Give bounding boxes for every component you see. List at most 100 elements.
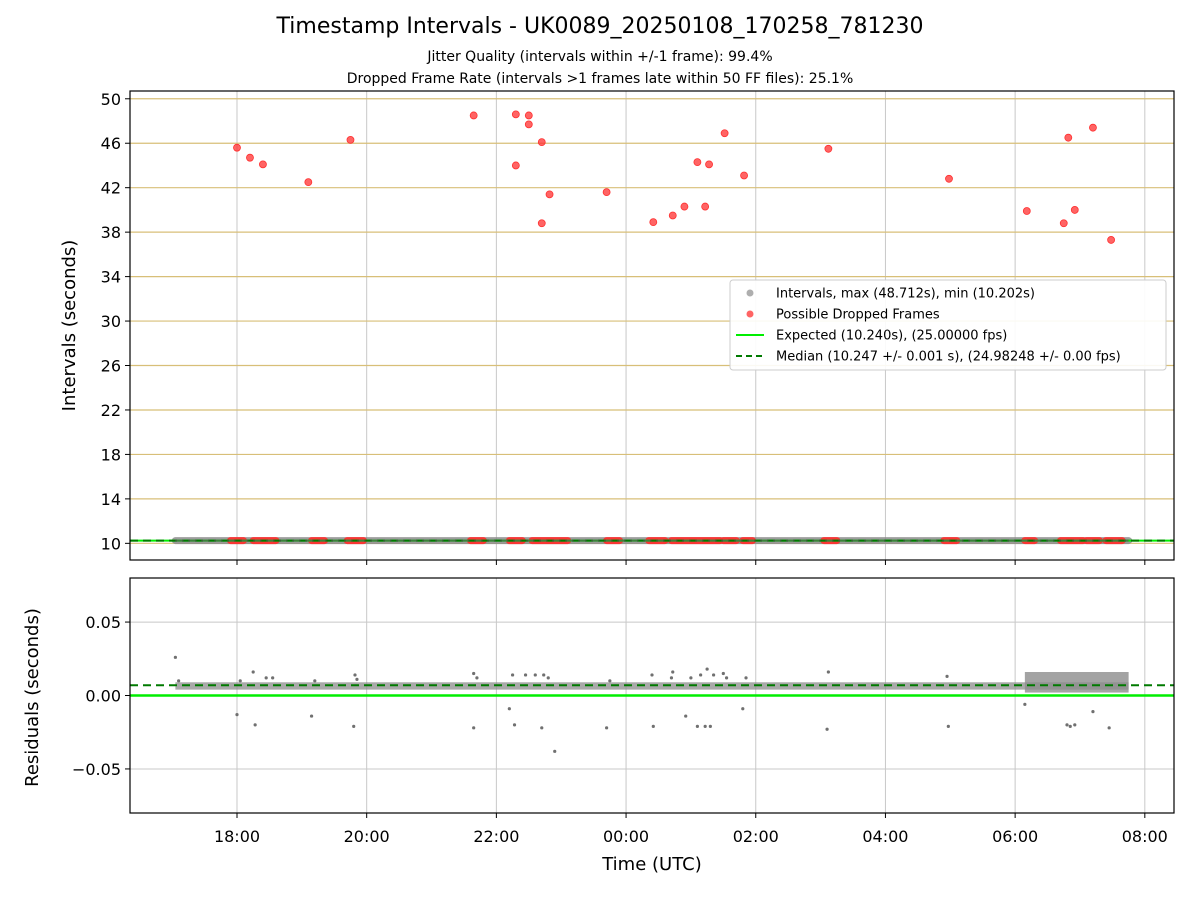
bottom-xtick-label: 02:00: [733, 827, 779, 846]
top-ytick-label: 18: [101, 445, 121, 464]
dropped-frame-point: [233, 143, 241, 152]
residual-point: [945, 674, 949, 679]
dropped-frame-point: [1089, 123, 1097, 132]
residual-point: [235, 712, 239, 717]
dropped-frame-point: [602, 188, 611, 197]
residual-point: [721, 671, 725, 676]
residual-point: [264, 676, 268, 680]
dropped-frame-point: [701, 202, 710, 211]
residual-point: [1091, 710, 1095, 714]
residual-point: [546, 676, 550, 680]
dropped-frame-rate-subtitle: Dropped Frame Rate (intervals >1 frames …: [346, 71, 854, 87]
residual-point: [669, 676, 674, 680]
bottom-xtick-label: 20:00: [344, 827, 390, 846]
dropped-frame-point: [680, 202, 689, 211]
dropped-frame-point: [649, 218, 658, 227]
dropped-frame-point: [511, 110, 520, 119]
bottom-xtick-label: 08:00: [1122, 827, 1168, 846]
bottom-ytick-label: −0.05: [72, 760, 121, 779]
residual-point: [712, 673, 716, 677]
residuals-panel: 18:00 20:00 22:00 00:00 02:00 04:00 06:00 08:00…: [22, 577, 1175, 875]
dropped-frame-point: [524, 111, 533, 120]
dropped-frame-point: [524, 120, 533, 129]
bottom-xtick-label: 04:00: [862, 827, 908, 846]
residual-point: [946, 724, 950, 728]
top-ytick-label: 50: [101, 90, 121, 109]
chart-title: Timestamp Intervals - UK0089_20250108_17…: [276, 14, 924, 39]
residual-point: [825, 727, 829, 731]
dropped-frame-point: [720, 129, 729, 138]
bottom-xtick-label: 00:00: [603, 827, 649, 846]
legend-entry-label: Expected (10.240s), (25.00000 fps): [776, 329, 1007, 344]
dropped-frame-point: [824, 144, 833, 153]
dropped-frame-point: [1070, 206, 1079, 214]
legend: Intervals, max (48.712s), min (10.202s) P…: [729, 279, 1167, 371]
residual-point: [353, 673, 357, 677]
legend-dropped-marker: [746, 310, 754, 318]
residual-point: [238, 679, 242, 683]
legend-box: [729, 279, 1167, 371]
dropped-frame-point: [346, 136, 355, 144]
residual-point: [352, 724, 356, 728]
dropped-frame-point: [945, 174, 953, 183]
residual-point: [671, 670, 675, 674]
residual-point: [540, 726, 544, 730]
residual-point: [650, 673, 654, 677]
residual-point: [741, 707, 745, 711]
top-ytick-label: 42: [101, 179, 121, 198]
residual-point: [1065, 723, 1069, 727]
dropped-frame-point: [1022, 207, 1031, 215]
residual-point: [553, 749, 557, 753]
dropped-frame-point: [1059, 219, 1068, 228]
residual-point: [355, 677, 359, 681]
residual-point: [309, 714, 314, 718]
residual-point: [708, 724, 712, 728]
bottom-y-axis-label: Residuals (seconds): [22, 608, 43, 787]
dropped-frame-point: [246, 153, 254, 162]
legend-entry-label: Intervals, max (48.712s), min (10.202s): [776, 287, 1035, 302]
dropped-frame-point: [740, 171, 748, 180]
bottom-xtick-label: 22:00: [473, 827, 519, 846]
dropped-frame-point: [705, 160, 713, 169]
residual-point: [512, 723, 517, 727]
top-ytick-label: 10: [101, 534, 121, 553]
residual-point: [472, 726, 476, 730]
dropped-frame-point: [259, 160, 267, 169]
residual-point: [1023, 702, 1027, 706]
residual-point: [173, 655, 177, 659]
residual-point: [695, 724, 699, 728]
bottom-xtick-label: 18:00: [214, 827, 260, 846]
residual-point: [703, 724, 707, 728]
top-plot-frame: [129, 90, 1175, 561]
dropped-frame-point: [668, 211, 677, 220]
top-ytick-label: 26: [101, 357, 121, 376]
legend-intervals-marker: [746, 289, 754, 297]
residual-point: [684, 714, 688, 718]
residual-dense-band: [1024, 672, 1129, 693]
top-ytick-label: 34: [101, 268, 121, 287]
residual-point: [689, 676, 693, 680]
residual-point: [826, 670, 830, 674]
top-ytick-label: 14: [101, 490, 121, 509]
residual-point: [313, 679, 317, 683]
top-ytick-label: 46: [101, 134, 121, 153]
bottom-xtick-label: 06:00: [992, 827, 1038, 846]
residual-point: [177, 679, 181, 683]
residual-point: [724, 676, 729, 680]
jitter-quality-subtitle: Jitter Quality (intervals within +/-1 fr…: [427, 49, 773, 65]
residual-point: [705, 667, 709, 671]
top-ytick-label: 22: [101, 401, 121, 420]
residual-point: [533, 673, 537, 677]
top-y-axis-label: Intervals (seconds): [59, 240, 80, 412]
residual-point: [699, 673, 703, 677]
residual-point: [510, 673, 515, 677]
residual-point: [1107, 726, 1111, 730]
dropped-frame-point: [511, 161, 520, 170]
residual-point: [542, 673, 546, 677]
dropped-frame-point: [537, 138, 546, 147]
bottom-plot-frame: [129, 577, 1175, 814]
residual-point: [251, 670, 255, 674]
bottom-ytick-label: 0.00: [85, 687, 121, 706]
